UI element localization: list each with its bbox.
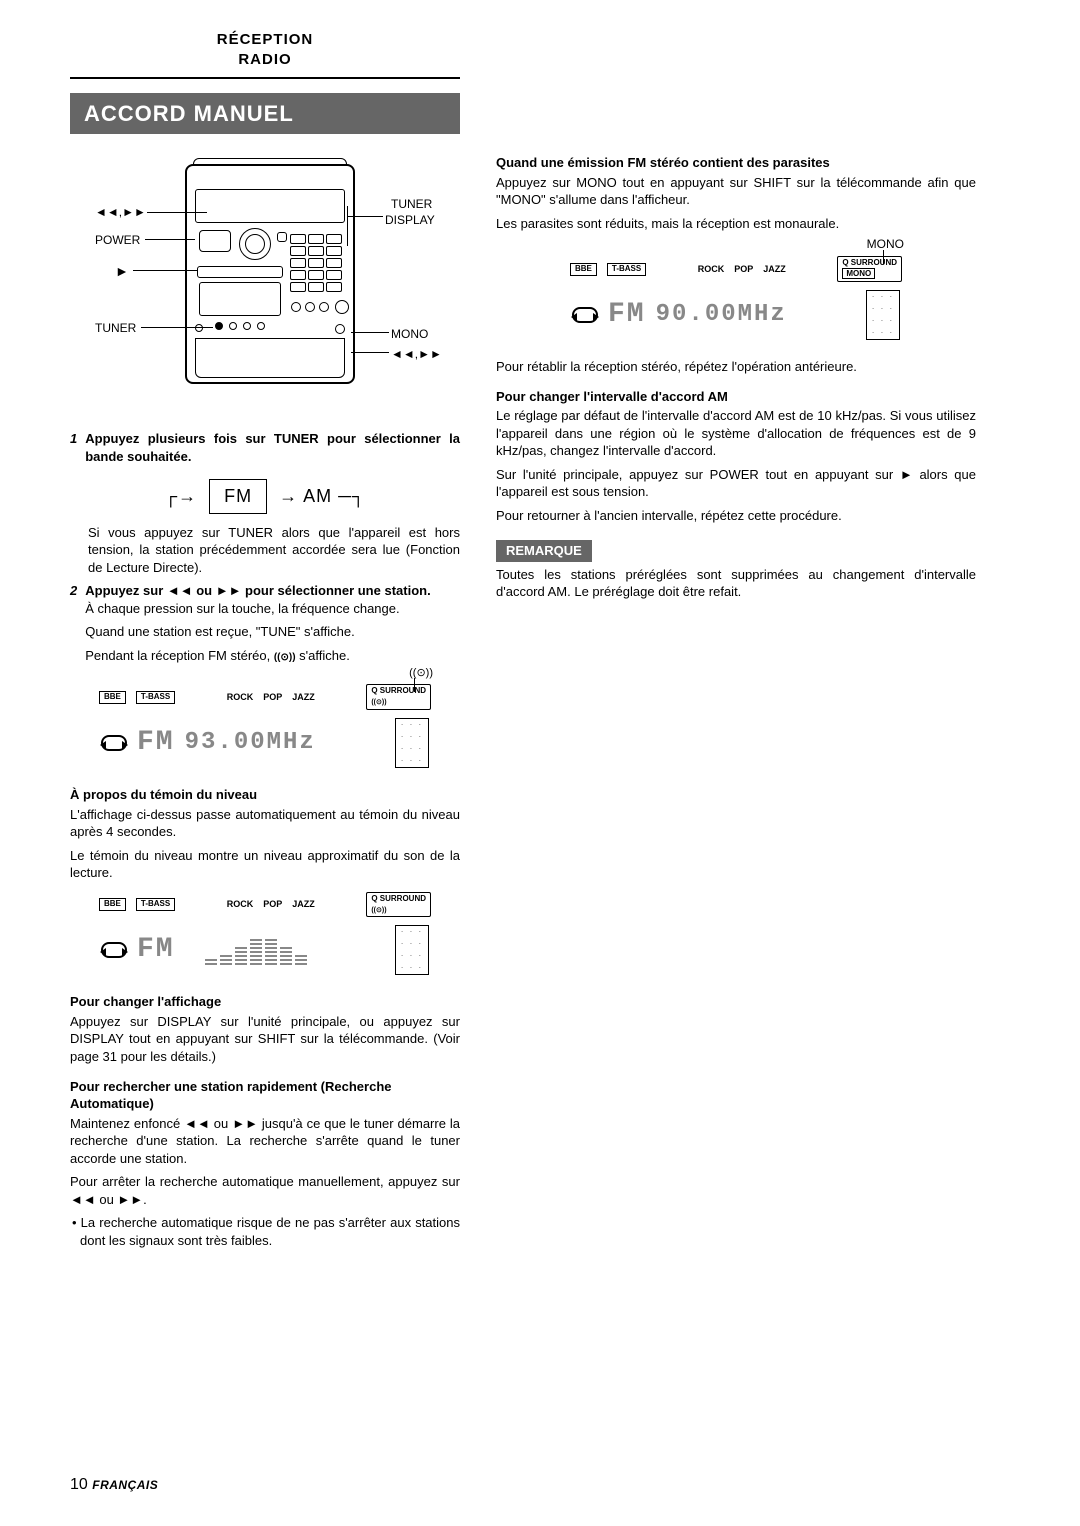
step-2: 2 Appuyez sur ◄◄ ou ►► pour sélectionner…	[70, 582, 460, 670]
band-text: FM	[137, 724, 175, 762]
auto-search-p2: Pour arrêter la recherche automatique ma…	[70, 1173, 460, 1208]
page-lang: FRANÇAIS	[92, 1478, 158, 1492]
right-column: Quand une émission FM stéréo contient de…	[496, 154, 976, 1249]
am-interval-p2: Sur l'unité principale, appuyez sur POWE…	[496, 466, 976, 501]
label-display: DISPLAY	[385, 212, 435, 228]
level-bars	[205, 935, 307, 965]
fm-am-cycle: ┌→ FM → AM ─┐	[70, 479, 460, 513]
page-title: ACCORD MANUEL	[70, 93, 460, 135]
am-interval-head: Pour changer l'intervalle d'accord AM	[496, 388, 976, 406]
loop-icon	[572, 307, 598, 323]
display-panel-3: MONO BBE T-BASS ROCK POP JAZZ Q SURROUND…	[566, 256, 906, 344]
left-column: ◄◄,►► POWER ► TUNER TUNER DISPLAY MONO ◄…	[70, 154, 460, 1249]
mono-callout: MONO	[867, 236, 904, 252]
am-interval-p3: Pour retourner à l'ancien intervalle, ré…	[496, 507, 976, 525]
device-diagram: ◄◄,►► POWER ► TUNER TUNER DISPLAY MONO ◄…	[95, 154, 435, 414]
label-tuner-r: TUNER	[391, 196, 432, 212]
restore-stereo: Pour rétablir la réception stéréo, répét…	[496, 358, 976, 376]
display-panel-1: ((⊙)) BBE T-BASS ROCK POP JAZZ Q SURROUN…	[95, 684, 435, 772]
fm-noise-p1: Appuyez sur MONO tout en appuyant sur SH…	[496, 174, 976, 209]
page-footer: 10 FRANÇAIS	[70, 1474, 158, 1496]
label-play: ►	[115, 262, 129, 281]
bbe-tag: BBE	[99, 691, 126, 704]
auto-search-head: Pour rechercher une station rapidement (…	[70, 1078, 460, 1113]
label-rewind-ff: ◄◄,►►	[95, 204, 146, 220]
header-line2: RADIO	[238, 51, 291, 68]
label-power: POWER	[95, 232, 140, 248]
freq-text: 93.00MHz	[185, 727, 316, 759]
side-dots: · · ·· · ·· · ·· · ·	[395, 718, 429, 768]
fm-box: FM	[209, 479, 267, 513]
page-number: 10	[70, 1476, 88, 1493]
remark-label: REMARQUE	[496, 540, 592, 562]
stereo-callout: ((⊙))	[409, 666, 433, 681]
step-1: 1 Appuyez plusieurs fois sur TUNER pour …	[70, 430, 460, 465]
header-line1: RÉCEPTION	[217, 31, 314, 48]
label-mono: MONO	[391, 326, 428, 342]
tbass-tag: T-BASS	[136, 691, 175, 704]
step1-note: Si vous appuyez sur TUNER alors que l'ap…	[70, 524, 460, 577]
label-tuner: TUNER	[95, 320, 136, 336]
am-text: AM	[303, 486, 332, 506]
loop-icon	[101, 942, 127, 958]
level-head: À propos du témoin du niveau	[70, 786, 460, 804]
step1-title: Appuyez plusieurs fois sur TUNER pour sé…	[85, 431, 460, 464]
loop-icon	[101, 735, 127, 751]
step2-num: 2	[70, 582, 77, 670]
auto-search-bullet: • La recherche automatique risque de ne …	[70, 1214, 460, 1249]
section-header: RÉCEPTION RADIO	[70, 30, 460, 79]
step1-num: 1	[70, 430, 77, 465]
change-display-head: Pour changer l'affichage	[70, 993, 460, 1011]
fm-noise-head: Quand une émission FM stéréo contient de…	[496, 154, 976, 172]
auto-search-p1: Maintenez enfoncé ◄◄ ou ►► jusqu'à ce qu…	[70, 1115, 460, 1168]
am-interval-p1: Le réglage par défaut de l'intervalle d'…	[496, 407, 976, 460]
level-p2: Le témoin du niveau montre un niveau app…	[70, 847, 460, 882]
level-p1: L'affichage ci-dessus passe automatiquem…	[70, 806, 460, 841]
remark-p: Toutes les stations préréglées sont supp…	[496, 566, 976, 601]
change-display-p: Appuyez sur DISPLAY sur l'unité principa…	[70, 1013, 460, 1066]
label-rewind-ff2: ◄◄,►►	[391, 346, 442, 362]
display-panel-2: BBE T-BASS ROCK POP JAZZ Q SURROUND ((⊙)…	[95, 892, 435, 980]
fm-noise-p2: Les parasites sont réduits, mais la réce…	[496, 215, 976, 233]
